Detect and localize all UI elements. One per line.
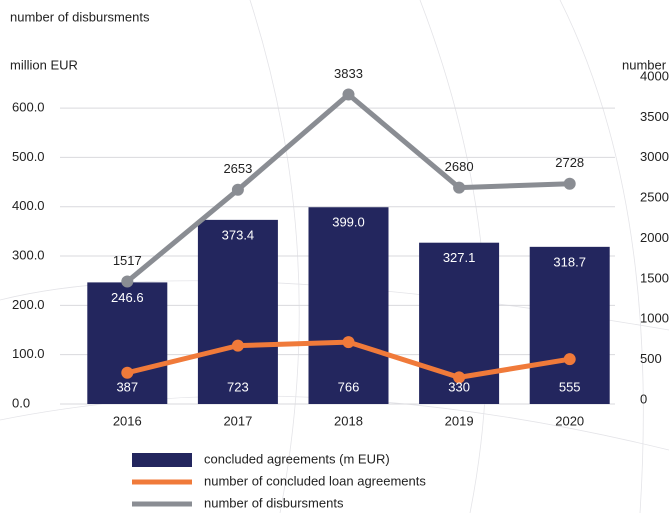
- line-point: [231, 339, 244, 352]
- bar-value-label: 318.7: [553, 254, 586, 269]
- bar-value-label: 399.0: [332, 215, 365, 230]
- y2-axis-label: number: [622, 57, 667, 72]
- legend-label: number of concluded loan agreements: [204, 473, 426, 488]
- bar: [87, 282, 168, 404]
- x-tick-label: 2016: [113, 413, 142, 428]
- legend-label: concluded agreements (m EUR): [204, 451, 390, 466]
- y2-tick-label: 500: [640, 351, 662, 366]
- line-point: [231, 183, 244, 196]
- line-point: [342, 336, 355, 349]
- bar-value-label: 373.4: [222, 227, 255, 242]
- y2-tick-label: 1000: [640, 311, 669, 326]
- bar: [308, 207, 389, 404]
- x-tick-label: 2019: [445, 413, 474, 428]
- y-tick-label: 600.0: [12, 100, 45, 115]
- line-point: [342, 88, 355, 101]
- bar-value-label: 246.6: [111, 290, 144, 305]
- x-tick-label: 2020: [555, 413, 584, 428]
- y-tick-label: 500.0: [12, 149, 45, 164]
- y2-tick-label: 1500: [640, 270, 669, 285]
- y-tick-label: 0.0: [12, 395, 30, 410]
- chart-title: number of disbursments: [10, 9, 150, 24]
- y2-tick-label: 2500: [640, 190, 669, 205]
- point-value-label: 555: [559, 379, 581, 394]
- y-axis-label: million EUR: [10, 57, 78, 72]
- y2-tick-label: 0: [640, 391, 647, 406]
- y2-tick-label: 3500: [640, 109, 669, 124]
- bar: [197, 219, 278, 404]
- point-value-label: 2680: [445, 159, 474, 174]
- x-tick-label: 2018: [334, 413, 363, 428]
- bar: [529, 246, 610, 404]
- point-value-label: 1517: [113, 253, 142, 268]
- point-value-label: 330: [448, 379, 470, 394]
- bar-value-label: 327.1: [443, 250, 476, 265]
- line-point: [563, 353, 576, 366]
- line-point: [453, 181, 466, 194]
- line-point: [121, 275, 134, 288]
- point-value-label: 723: [227, 379, 249, 394]
- y2-tick-label: 2000: [640, 230, 669, 245]
- legend-swatch: [132, 453, 192, 467]
- y-tick-label: 100.0: [12, 346, 45, 361]
- point-value-label: 766: [338, 379, 360, 394]
- y2-tick-label: 3000: [640, 149, 669, 164]
- legend-label: number of disbursments: [204, 495, 344, 510]
- line-point: [453, 371, 466, 384]
- point-value-label: 2653: [223, 161, 252, 176]
- line-point: [563, 177, 576, 190]
- x-tick-label: 2017: [223, 413, 252, 428]
- point-value-label: 2728: [555, 155, 584, 170]
- y-tick-label: 300.0: [12, 247, 45, 262]
- point-value-label: 3833: [334, 66, 363, 81]
- y-tick-label: 400.0: [12, 198, 45, 213]
- point-value-label: 387: [116, 379, 138, 394]
- line-point: [121, 366, 134, 379]
- y-tick-label: 200.0: [12, 297, 45, 312]
- y2-tick-label: 4000: [640, 68, 669, 83]
